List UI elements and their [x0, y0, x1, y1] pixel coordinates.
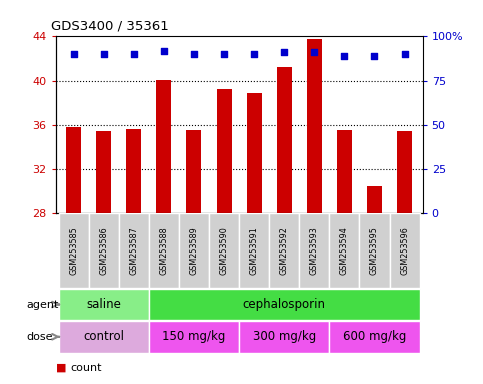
- Text: GSM253585: GSM253585: [69, 226, 78, 275]
- Point: [341, 53, 348, 59]
- Text: count: count: [70, 363, 101, 373]
- Point: [250, 51, 258, 57]
- Text: 300 mg/kg: 300 mg/kg: [253, 330, 316, 343]
- Point: [190, 51, 198, 57]
- Text: 150 mg/kg: 150 mg/kg: [162, 330, 226, 343]
- Bar: [307, 39, 322, 213]
- Bar: [389, 213, 420, 288]
- Bar: [96, 131, 111, 213]
- Bar: [209, 213, 239, 288]
- Text: GSM253587: GSM253587: [129, 226, 138, 275]
- Point: [370, 53, 378, 59]
- Text: dose: dose: [27, 332, 53, 342]
- Text: GSM253590: GSM253590: [220, 226, 228, 275]
- Bar: [299, 213, 329, 288]
- Text: cephalosporin: cephalosporin: [243, 298, 326, 311]
- Text: saline: saline: [86, 298, 121, 311]
- Point: [220, 51, 228, 57]
- Text: GSM253596: GSM253596: [400, 226, 409, 275]
- Point: [311, 49, 318, 55]
- Bar: [179, 213, 209, 288]
- Bar: [58, 213, 89, 288]
- Bar: [186, 130, 201, 213]
- Text: GSM253586: GSM253586: [99, 226, 108, 275]
- Text: GSM253589: GSM253589: [189, 226, 199, 275]
- Bar: [367, 185, 382, 213]
- Bar: [58, 321, 149, 353]
- Point: [70, 51, 77, 57]
- Bar: [216, 89, 231, 213]
- Bar: [359, 213, 389, 288]
- Bar: [337, 130, 352, 213]
- Bar: [247, 93, 262, 213]
- Text: GSM253592: GSM253592: [280, 226, 289, 275]
- Point: [401, 51, 409, 57]
- Text: 600 mg/kg: 600 mg/kg: [343, 330, 406, 343]
- Bar: [66, 127, 81, 213]
- Point: [280, 49, 288, 55]
- Bar: [89, 213, 119, 288]
- Bar: [397, 131, 412, 213]
- Bar: [329, 321, 420, 353]
- Bar: [277, 68, 292, 213]
- Bar: [149, 321, 239, 353]
- Bar: [239, 321, 329, 353]
- Bar: [149, 289, 420, 320]
- Text: GDS3400 / 35361: GDS3400 / 35361: [51, 20, 169, 33]
- Point: [100, 51, 108, 57]
- Bar: [239, 213, 269, 288]
- Text: GSM253591: GSM253591: [250, 226, 258, 275]
- Point: [160, 48, 168, 54]
- Text: GSM253588: GSM253588: [159, 226, 169, 275]
- Bar: [58, 289, 149, 320]
- Bar: [329, 213, 359, 288]
- Bar: [119, 213, 149, 288]
- Text: GSM253594: GSM253594: [340, 226, 349, 275]
- Text: GSM253593: GSM253593: [310, 226, 319, 275]
- Bar: [156, 79, 171, 213]
- Text: control: control: [83, 330, 124, 343]
- Bar: [269, 213, 299, 288]
- Bar: [126, 129, 142, 213]
- Text: ■: ■: [56, 363, 66, 373]
- Text: agent: agent: [27, 300, 59, 310]
- Text: GSM253595: GSM253595: [370, 226, 379, 275]
- Bar: [149, 213, 179, 288]
- Point: [130, 51, 138, 57]
